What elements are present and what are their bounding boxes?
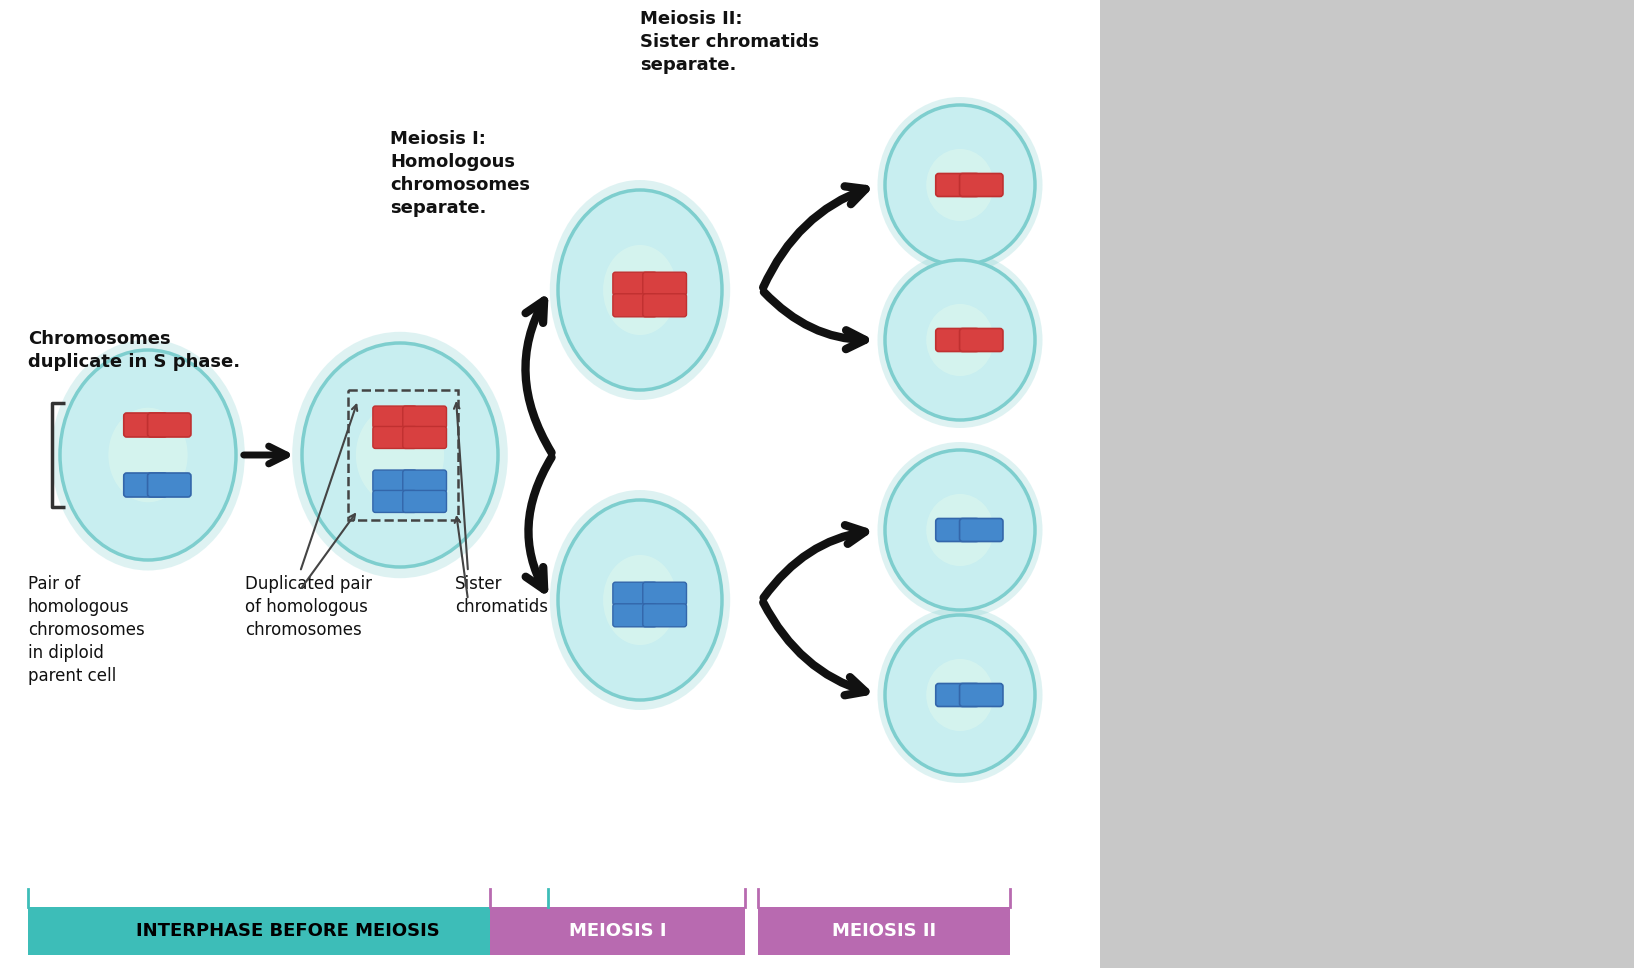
Ellipse shape [926,659,993,731]
Text: Meiosis II:
Sister chromatids
separate.: Meiosis II: Sister chromatids separate. [641,10,819,74]
FancyBboxPatch shape [124,413,167,437]
FancyBboxPatch shape [936,519,979,541]
Ellipse shape [549,180,730,400]
Ellipse shape [557,190,722,390]
FancyBboxPatch shape [936,173,979,197]
FancyBboxPatch shape [124,473,167,497]
FancyBboxPatch shape [373,427,417,448]
Bar [490,907,745,955]
FancyBboxPatch shape [959,173,1003,197]
Ellipse shape [886,450,1034,610]
FancyBboxPatch shape [959,519,1003,541]
Bar [1100,0,1634,968]
Text: Meiosis I:
Homologous
chromosomes
separate.: Meiosis I: Homologous chromosomes separa… [391,130,529,217]
FancyBboxPatch shape [613,272,657,295]
Text: MEIOSIS II: MEIOSIS II [832,922,936,940]
FancyBboxPatch shape [402,470,446,492]
FancyBboxPatch shape [936,328,979,351]
Ellipse shape [292,332,508,578]
FancyBboxPatch shape [613,582,657,605]
FancyBboxPatch shape [147,473,191,497]
FancyBboxPatch shape [936,683,979,707]
Ellipse shape [877,97,1042,273]
Ellipse shape [557,500,722,700]
FancyBboxPatch shape [373,406,417,428]
Ellipse shape [302,343,498,567]
Ellipse shape [549,490,730,710]
FancyBboxPatch shape [642,272,686,295]
FancyBboxPatch shape [642,582,686,605]
Ellipse shape [603,555,676,645]
FancyBboxPatch shape [402,427,446,448]
Ellipse shape [51,340,245,570]
Text: INTERPHASE BEFORE MEIOSIS: INTERPHASE BEFORE MEIOSIS [136,922,440,940]
Ellipse shape [926,494,993,566]
Text: Duplicated pair
of homologous
chromosomes: Duplicated pair of homologous chromosome… [245,575,373,639]
Ellipse shape [603,245,676,335]
FancyBboxPatch shape [402,491,446,512]
Ellipse shape [877,442,1042,618]
FancyBboxPatch shape [402,406,446,428]
Ellipse shape [926,304,993,376]
Ellipse shape [886,260,1034,420]
Ellipse shape [886,105,1034,265]
Ellipse shape [108,408,188,502]
Bar [348,390,458,520]
FancyBboxPatch shape [373,470,417,492]
Text: MEIOSIS I: MEIOSIS I [569,922,667,940]
FancyBboxPatch shape [613,604,657,627]
Text: Chromosomes
duplicate in S phase.: Chromosomes duplicate in S phase. [28,330,240,371]
Ellipse shape [877,252,1042,428]
FancyBboxPatch shape [373,491,417,512]
Bar [28,907,547,955]
Ellipse shape [60,350,235,560]
Ellipse shape [926,149,993,221]
FancyBboxPatch shape [959,683,1003,707]
FancyBboxPatch shape [642,294,686,317]
Text: Pair of
homologous
chromosomes
in diploid
parent cell: Pair of homologous chromosomes in diploi… [28,575,145,684]
Text: Sister
chromatids: Sister chromatids [454,575,547,616]
FancyBboxPatch shape [613,294,657,317]
FancyBboxPatch shape [147,413,191,437]
FancyBboxPatch shape [959,328,1003,351]
Ellipse shape [886,615,1034,775]
FancyBboxPatch shape [642,604,686,627]
Bar [758,907,1010,955]
Ellipse shape [356,405,444,505]
Ellipse shape [877,607,1042,783]
